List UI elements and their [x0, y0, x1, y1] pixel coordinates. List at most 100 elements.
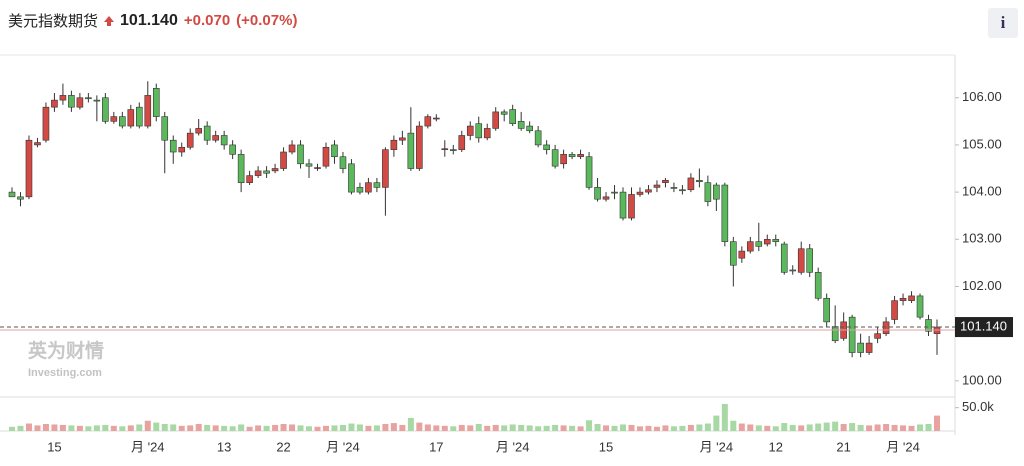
volume-bar — [93, 425, 100, 431]
volume-bar — [781, 423, 788, 431]
candle-body — [449, 149, 457, 151]
volume-bar — [815, 423, 822, 431]
candle-body — [246, 175, 253, 183]
title: 美元指数期货 — [8, 13, 99, 30]
volume-bar — [297, 425, 304, 431]
volume-bar — [798, 425, 805, 431]
candle-body — [169, 139, 177, 153]
volume-bar — [866, 425, 873, 431]
candle-body — [144, 95, 152, 127]
candle-body — [34, 142, 41, 146]
x-tick-label: 21 — [836, 439, 850, 454]
candle-body — [237, 154, 245, 183]
volume-bar — [509, 424, 516, 431]
volume-bar — [17, 425, 24, 431]
volume-bar — [755, 425, 762, 431]
volume-bar — [407, 417, 414, 431]
volume-bar — [76, 425, 83, 431]
x-tick-label: 月 '24 — [131, 439, 165, 454]
candle-body — [679, 189, 686, 192]
candle-body — [25, 139, 33, 198]
volume-bar — [272, 424, 279, 431]
volume-bar — [730, 420, 737, 431]
x-tick-label: 15 — [599, 439, 613, 454]
volume-bar — [492, 424, 499, 431]
watermark: 英为财情 — [28, 339, 104, 362]
volume-bar — [484, 425, 491, 431]
volume-bar — [569, 425, 576, 431]
candle-body — [416, 125, 423, 169]
candle-body — [653, 184, 661, 188]
volume-bar — [458, 424, 465, 431]
candle-body — [407, 132, 415, 169]
candle-body — [670, 187, 678, 189]
candle-body — [534, 130, 542, 146]
volume-bar — [339, 424, 346, 431]
volume-bar — [187, 425, 194, 431]
candle-body — [93, 99, 101, 102]
candle-body — [755, 241, 763, 247]
volume-bar — [42, 424, 49, 431]
x-tick-label: 月 '24 — [886, 439, 920, 454]
candle-body — [577, 154, 584, 158]
volume-bar — [331, 425, 338, 431]
volume-bar — [399, 424, 406, 431]
x-tick-label: 月 '24 — [326, 439, 360, 454]
volume-bar — [212, 425, 219, 431]
volume-bar — [874, 424, 881, 431]
v-tick-label: 50.0k — [962, 399, 994, 414]
candle-body — [526, 125, 533, 132]
candle-body — [127, 109, 135, 127]
candle-body — [458, 135, 466, 150]
volume-bar — [382, 424, 389, 431]
x-tick-label: 13 — [217, 439, 231, 454]
up-arrow — [104, 15, 115, 26]
volume-bar — [526, 425, 533, 431]
candle-body — [195, 128, 202, 134]
volume-bar — [9, 426, 15, 431]
volume-bar — [908, 425, 915, 431]
info-button[interactable]: i — [988, 8, 1018, 38]
volume-bar — [560, 425, 567, 431]
candle-body — [466, 125, 474, 136]
y-tick-label: 102.00 — [962, 278, 1002, 293]
volume-bar — [594, 424, 601, 431]
candle-body — [178, 146, 186, 153]
x-tick-label: 月 '24 — [496, 439, 530, 454]
x-tick-label: 22 — [276, 439, 290, 454]
candle-body — [314, 167, 321, 169]
volume-bar — [747, 424, 754, 431]
candle-body — [399, 137, 406, 141]
candle-body — [509, 109, 516, 124]
candle-body — [713, 184, 720, 200]
y-tick-label: 100.00 — [962, 372, 1002, 387]
candle-body — [763, 238, 771, 245]
candle-body — [517, 121, 525, 129]
candle-body — [789, 269, 797, 272]
candle-body — [17, 196, 24, 200]
volume-bar — [204, 424, 211, 431]
volume-bar — [620, 424, 627, 431]
candle-body — [602, 196, 610, 200]
volume-bar — [636, 426, 643, 431]
volume-bar — [789, 424, 796, 431]
x-tick-label: 17 — [429, 439, 443, 454]
candle-body — [263, 170, 270, 174]
volume-bar — [59, 424, 66, 431]
volume-bar — [696, 424, 703, 431]
volume-bar — [365, 425, 372, 431]
volume-bar — [857, 424, 864, 431]
y-tick-label: 104.00 — [962, 184, 1002, 199]
volume-bar — [840, 424, 847, 431]
volume-bar — [475, 424, 482, 431]
price-tag — [955, 317, 1013, 338]
volume-bar — [721, 403, 728, 431]
candle-body — [483, 128, 491, 139]
change: +0.070 — [183, 12, 231, 29]
candle-body — [186, 132, 194, 148]
volume-bar — [416, 422, 423, 431]
candle-body — [59, 95, 67, 101]
candle-body — [441, 148, 449, 151]
candle-body — [806, 248, 814, 273]
candle-body — [543, 144, 550, 150]
